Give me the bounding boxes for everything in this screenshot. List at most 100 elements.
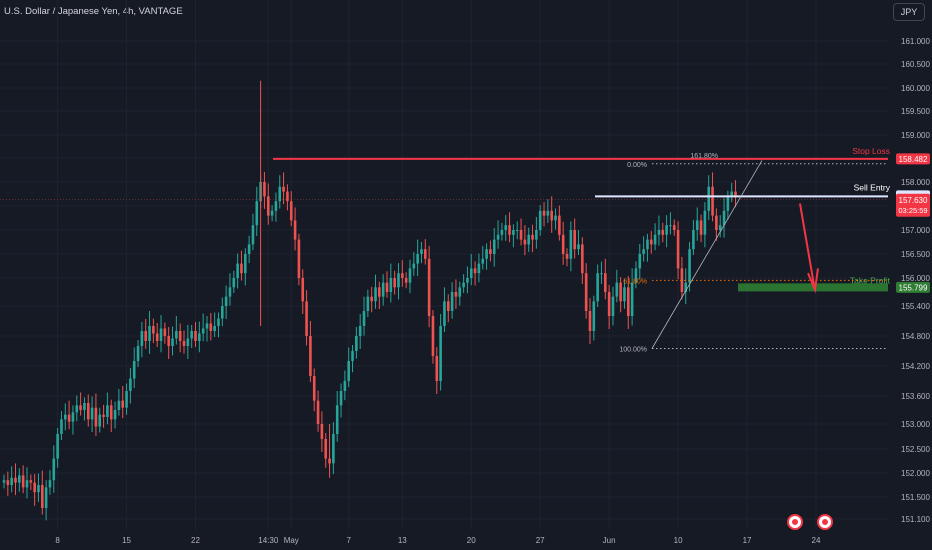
candle-body xyxy=(646,239,649,250)
candle-body xyxy=(132,361,136,379)
candle-body xyxy=(619,282,622,302)
candle-body xyxy=(163,328,167,336)
currency-button[interactable]: JPY xyxy=(893,3,925,21)
candle-body xyxy=(282,186,285,192)
take-profit-badge: 155.799 xyxy=(899,283,928,292)
candle-body xyxy=(86,403,90,420)
candle-body xyxy=(531,234,534,240)
candle-body xyxy=(431,316,435,356)
candle-body xyxy=(665,225,668,235)
candle-body xyxy=(289,201,293,221)
candle-body xyxy=(446,301,450,311)
candle-body xyxy=(607,292,611,316)
candle-body xyxy=(148,326,151,341)
candle-body xyxy=(462,282,465,288)
stop-loss-badge-bg xyxy=(896,153,930,165)
candle-body xyxy=(561,234,565,254)
candle-body xyxy=(129,378,132,391)
candle-body xyxy=(466,278,469,283)
y-tick-label: 151.500 xyxy=(901,493,930,502)
candle-body xyxy=(638,254,642,269)
candle-body xyxy=(508,225,511,235)
event-flag-icon-dot xyxy=(822,519,828,525)
candle-body xyxy=(293,220,297,240)
x-tick-label: 10 xyxy=(674,536,683,545)
candle-body xyxy=(726,196,730,211)
candle-body xyxy=(730,191,733,197)
candle-body xyxy=(75,405,79,413)
x-tick-label: 7 xyxy=(346,536,351,545)
candle-body xyxy=(584,273,588,311)
candle-body xyxy=(136,346,140,361)
x-tick-label: 15 xyxy=(122,536,131,545)
candle-body xyxy=(213,326,216,331)
candle-body xyxy=(680,268,684,292)
bottom-icons xyxy=(787,514,833,530)
candle-body xyxy=(439,326,442,381)
candle-body xyxy=(450,292,454,311)
candle-body xyxy=(558,215,561,235)
y-tick-label: 154.800 xyxy=(901,332,930,341)
candle-body xyxy=(113,410,117,420)
candle-body xyxy=(358,326,362,336)
candle-body xyxy=(10,477,13,485)
candle-body xyxy=(588,311,592,331)
candle-body xyxy=(251,225,255,245)
candle-body xyxy=(496,234,500,240)
candle-body xyxy=(366,296,370,311)
candle-body xyxy=(676,230,680,269)
candle-body xyxy=(688,249,691,283)
candle-body xyxy=(56,434,59,459)
fib-label-1618: 161.80% xyxy=(690,153,718,160)
candle-body xyxy=(577,244,580,250)
candle-body xyxy=(109,405,113,420)
y-tick-label: 161.000 xyxy=(901,37,930,46)
current-price-badge-bg xyxy=(896,193,930,217)
candle-body xyxy=(492,239,496,254)
candle-body xyxy=(546,210,550,216)
candle-body xyxy=(243,254,247,274)
candle-body xyxy=(90,407,94,420)
candle-body xyxy=(454,292,458,297)
candle-body xyxy=(63,414,67,420)
candle-body xyxy=(657,230,661,235)
candle-body xyxy=(600,273,603,275)
candle-body xyxy=(33,482,36,493)
candle-body xyxy=(722,210,726,226)
x-tick-label: May xyxy=(284,536,299,545)
candle-body xyxy=(198,333,201,341)
current-price-badge: 157.630 xyxy=(899,196,928,205)
candle-body xyxy=(672,225,676,230)
candle-body xyxy=(312,376,316,401)
candle-body xyxy=(171,338,174,346)
y-tick-label: 153.600 xyxy=(901,392,930,401)
take-profit-label: Take Profit xyxy=(850,275,891,285)
candle-body xyxy=(489,249,492,254)
candle-body xyxy=(182,341,186,346)
candle-body xyxy=(734,191,737,197)
candle-body xyxy=(500,230,504,235)
y-tick-label: 157.000 xyxy=(901,226,930,235)
candle-body xyxy=(370,296,373,302)
candle-body xyxy=(649,239,653,245)
x-tick-label: 22 xyxy=(191,536,200,545)
candle-body xyxy=(515,230,519,231)
sell-entry-label: Sell Entry xyxy=(854,182,891,192)
candle-body xyxy=(355,336,358,351)
candle-body xyxy=(41,485,44,508)
candle-body xyxy=(52,458,56,481)
candle-body xyxy=(14,477,17,483)
y-tick-label: 155.400 xyxy=(901,302,930,311)
x-tick-label: Jun xyxy=(603,536,616,545)
fib-label-0: 0.00% xyxy=(627,162,647,169)
y-axis: 161.000160.500160.000159.500159.000158.5… xyxy=(901,37,930,524)
candle-body xyxy=(661,230,665,235)
candle-body xyxy=(412,263,416,269)
x-tick-label: 24 xyxy=(812,536,821,545)
candle-body xyxy=(209,323,213,331)
candle-body xyxy=(615,282,619,297)
candle-body xyxy=(669,225,672,227)
candle-body xyxy=(538,210,542,230)
